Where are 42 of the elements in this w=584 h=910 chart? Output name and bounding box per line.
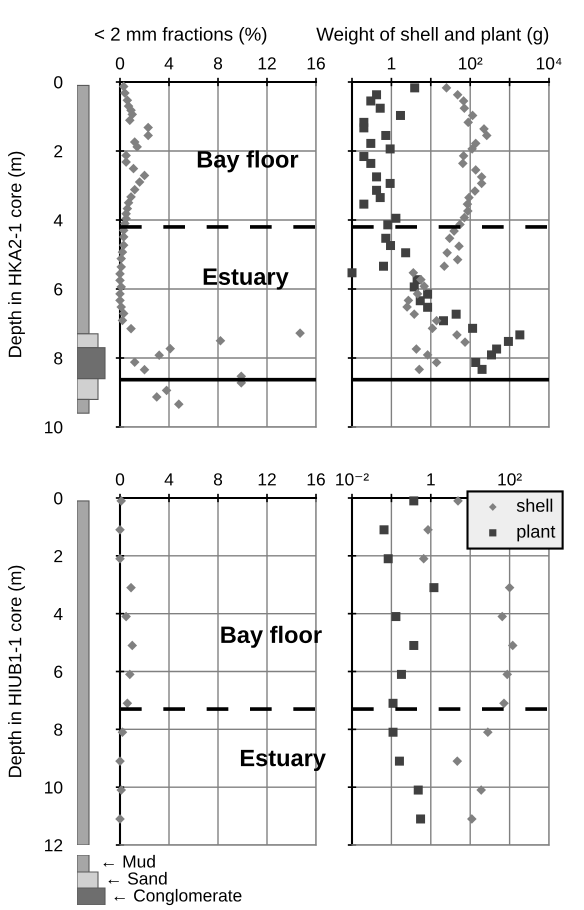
y-tick-label: 8 (54, 724, 62, 736)
y-tick-label: 12 (45, 839, 62, 852)
x-tick-label: 10⁴ (536, 57, 562, 70)
x-tick-label: 16 (308, 473, 325, 486)
x-tick-label: 16 (308, 57, 325, 70)
annotation: Estuary (240, 750, 326, 771)
y-tick-label: 0 (54, 76, 62, 88)
legend-label: shell (516, 498, 552, 512)
y-tick-label: 10 (45, 781, 62, 794)
y-tick-label: 2 (54, 550, 62, 562)
y-tick-label: 4 (54, 608, 63, 620)
x-tick-label: 12 (258, 57, 276, 70)
x-tick-label: 1 (388, 57, 396, 70)
x-tick-label: 8 (214, 473, 222, 486)
x-tick-label: 8 (214, 57, 222, 70)
y-tick-label: 6 (54, 283, 62, 296)
x-tick-label: 0 (116, 473, 124, 486)
y-tick-label: 6 (54, 666, 62, 678)
chart-title: < 2 mm fractions (%) (94, 27, 266, 44)
y-axis-title: Depth in HIUB1-1 core (m) (8, 566, 25, 777)
y-tick-label: 0 (54, 492, 62, 504)
annotation: Bay floor (198, 150, 298, 172)
y-tick-label: 8 (54, 352, 62, 364)
text: ← Sand (108, 872, 167, 885)
x-tick-label: 10⁻² (336, 473, 369, 486)
legend-label: plant (517, 524, 556, 542)
text: ← Mud (104, 854, 155, 868)
chart-title: Weight of shell and plant (g) (316, 27, 548, 44)
x-tick-label: 4 (164, 57, 174, 70)
y-tick-label: 10 (45, 421, 62, 434)
y-axis-title: Depth in HKA2-1 core (m) (8, 152, 25, 357)
x-tick-label: 0 (116, 57, 124, 70)
x-tick-label: 1 (427, 473, 435, 486)
x-tick-label: 10² (498, 473, 522, 486)
x-tick-label: 4 (164, 473, 174, 486)
x-tick-label: 10² (458, 57, 482, 70)
y-tick-label: 2 (54, 145, 62, 158)
text: ← Conglomerate (114, 888, 242, 906)
x-tick-label: 12 (258, 473, 276, 486)
annotation: Estuary (204, 268, 289, 290)
y-tick-label: 4 (54, 214, 63, 226)
annotation: Bay floor (221, 626, 322, 648)
